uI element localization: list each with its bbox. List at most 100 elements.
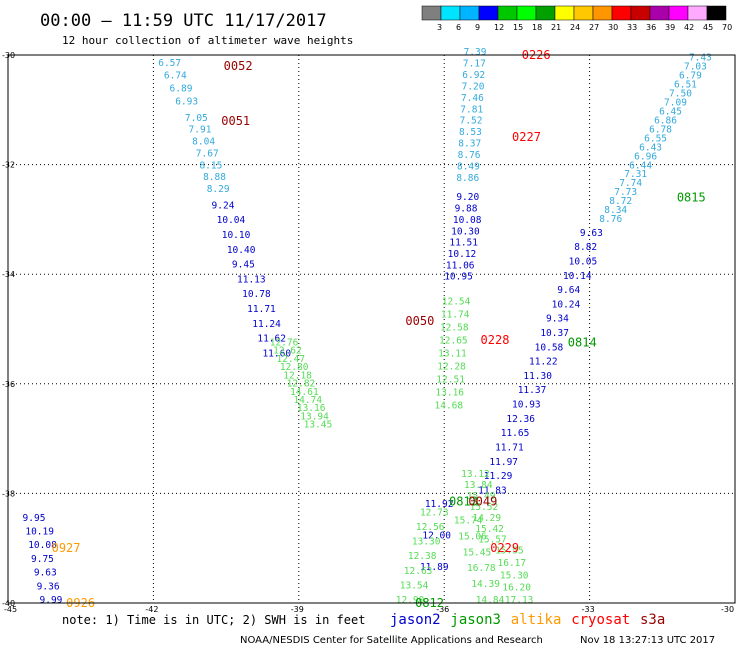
lon-tick-label: -33: [582, 605, 595, 614]
swh-value: 10.24: [552, 299, 581, 310]
swh-value: 9.99: [40, 595, 63, 606]
swh-value: 9.95: [23, 513, 46, 524]
swh-value: 12.80: [280, 362, 309, 373]
swh-value: 7.73: [614, 187, 637, 198]
swh-value: 8.88: [203, 172, 226, 183]
legend-s3a: s3a: [640, 612, 665, 628]
lat-tick-label: -32: [2, 161, 15, 170]
swh-value: 11.62: [257, 334, 286, 345]
colorbar-swatch: [535, 5, 556, 21]
swh-value: 8.34: [604, 205, 627, 216]
track-s3a-0050-green: 12.7612.6212.4712.8012.1812.8214.6114.74…: [270, 337, 333, 430]
swh-value: 11.97: [489, 457, 518, 468]
colorbar-swatch: [592, 5, 613, 21]
swh-value: 13.45: [304, 420, 333, 431]
lon-tick-label: -42: [145, 605, 158, 614]
swh-value: 8.72: [609, 196, 632, 207]
swh-value: 10.08: [28, 540, 57, 551]
plot-border: [7, 54, 736, 604]
track-cryo-0226: 7.397.176.927.207.467.817.528.538.378.76…: [456, 47, 486, 184]
swh-value: 12.82: [287, 379, 316, 390]
swh-value: 10.04: [217, 215, 246, 226]
colorbar-label: 24: [570, 23, 580, 32]
track-cryo-0228: 12.54 11.74 12.58 12.65 13.11 12.28 12.51 13.16…: [435, 296, 471, 411]
swh-value: 10.30: [451, 226, 480, 237]
pass-label: 0227: [512, 130, 541, 144]
swh-value: 10.12: [448, 249, 477, 260]
swh-value: 6.86: [654, 115, 677, 126]
colorbar-swatch: [478, 5, 499, 21]
swh-value: 11.92: [425, 499, 454, 510]
swh-value: 11.65: [501, 428, 530, 439]
swh-value: 14.29: [472, 513, 501, 524]
swh-value: 15.55: [495, 546, 524, 557]
swh-value: 10.58: [535, 342, 564, 353]
swh-value: 14.68: [435, 400, 464, 411]
pass-label: 0814: [568, 336, 597, 350]
swh-value: 7.67: [196, 148, 219, 159]
track-s3a-0051: 7.057.918.047.678.158.888.29: [185, 113, 230, 195]
swh-value: 11.74: [441, 309, 470, 320]
swh-value: 17.13: [505, 595, 534, 606]
swh-value: 12.73: [420, 507, 449, 518]
swh-value: 13.30: [412, 537, 441, 548]
track-j3-0815: 7.437.036.796.517.507.096.456.866.786.55…: [599, 52, 712, 225]
pass-label: 0051: [221, 114, 250, 128]
swh-value: 8.04: [192, 137, 215, 148]
swh-value: 6.44: [629, 160, 652, 171]
pass-label: 0229: [490, 541, 519, 555]
lon-tick-label: -30: [721, 605, 734, 614]
swh-value: 15.52: [470, 502, 499, 513]
swh-value: 8.82: [574, 242, 597, 253]
colorbar-swatch: [630, 5, 651, 21]
swh-value: 10.05: [569, 256, 598, 267]
swh-value: 12.63: [404, 566, 433, 577]
swh-value: 6.79: [679, 70, 702, 81]
lon-tick-label: -36: [436, 605, 449, 614]
lat-tick-label: -34: [2, 270, 15, 279]
colorbar-label: 3: [437, 23, 442, 32]
swh-value: 13.54: [400, 580, 429, 591]
swh-value: 8.53: [459, 127, 482, 138]
swh-value: 7.46: [461, 93, 484, 104]
swh-value: 8.76: [599, 214, 622, 225]
swh-value: 12.56: [416, 522, 445, 533]
track-s3a-0050-blue: 9.24 10.04 10.10 10.40 9.45 11.13 10.78 11.71 11…: [212, 200, 292, 359]
swh-value: 12.28: [437, 361, 466, 372]
swh-value: 10.10: [222, 230, 251, 241]
swh-value: 7.03: [684, 61, 707, 72]
legend-altika: altika: [511, 612, 562, 628]
swh-value: 6.89: [170, 84, 193, 95]
swh-value: 10.08: [453, 215, 482, 226]
track-j3-0814: 9.63 8.82 10.05 10.14 9.64 10.24 9.34 10.37 10.5…: [478, 228, 603, 497]
colorbar-label: 70: [722, 23, 732, 32]
swh-value: 15.42: [475, 524, 504, 535]
colorbar-swatch: [421, 5, 442, 21]
swh-value: 13.16: [435, 387, 464, 398]
swh-value: 6.93: [175, 96, 198, 107]
swh-value: 11.29: [484, 471, 513, 482]
swh-value: 14.61: [290, 387, 319, 398]
swh-value: 7.05: [185, 113, 208, 124]
colorbar-swatch: [649, 5, 670, 21]
swh-value: 11.83: [478, 485, 507, 496]
colorbar-label: 6: [456, 23, 461, 32]
colorbar-label: 45: [703, 23, 713, 32]
swh-value: 15.06: [458, 531, 487, 542]
swh-value: 9.36: [37, 581, 60, 592]
swh-value: 10.78: [242, 289, 271, 300]
swh-value: 9.20: [456, 192, 479, 203]
swh-value: 14.74: [293, 395, 322, 406]
track-j2-0812-blue: 11.92 12.00 11.89: [420, 499, 453, 573]
swh-value: 10.93: [512, 400, 541, 411]
colorbar-swatch: [611, 5, 632, 21]
swh-value: 7.31: [624, 169, 647, 180]
swh-value: 9.34: [546, 314, 569, 325]
swh-value: 12.54: [442, 296, 471, 307]
swh-value: 9.63: [34, 568, 57, 579]
colorbar-label: 39: [665, 23, 675, 32]
swh-value: 13.84: [464, 480, 493, 491]
